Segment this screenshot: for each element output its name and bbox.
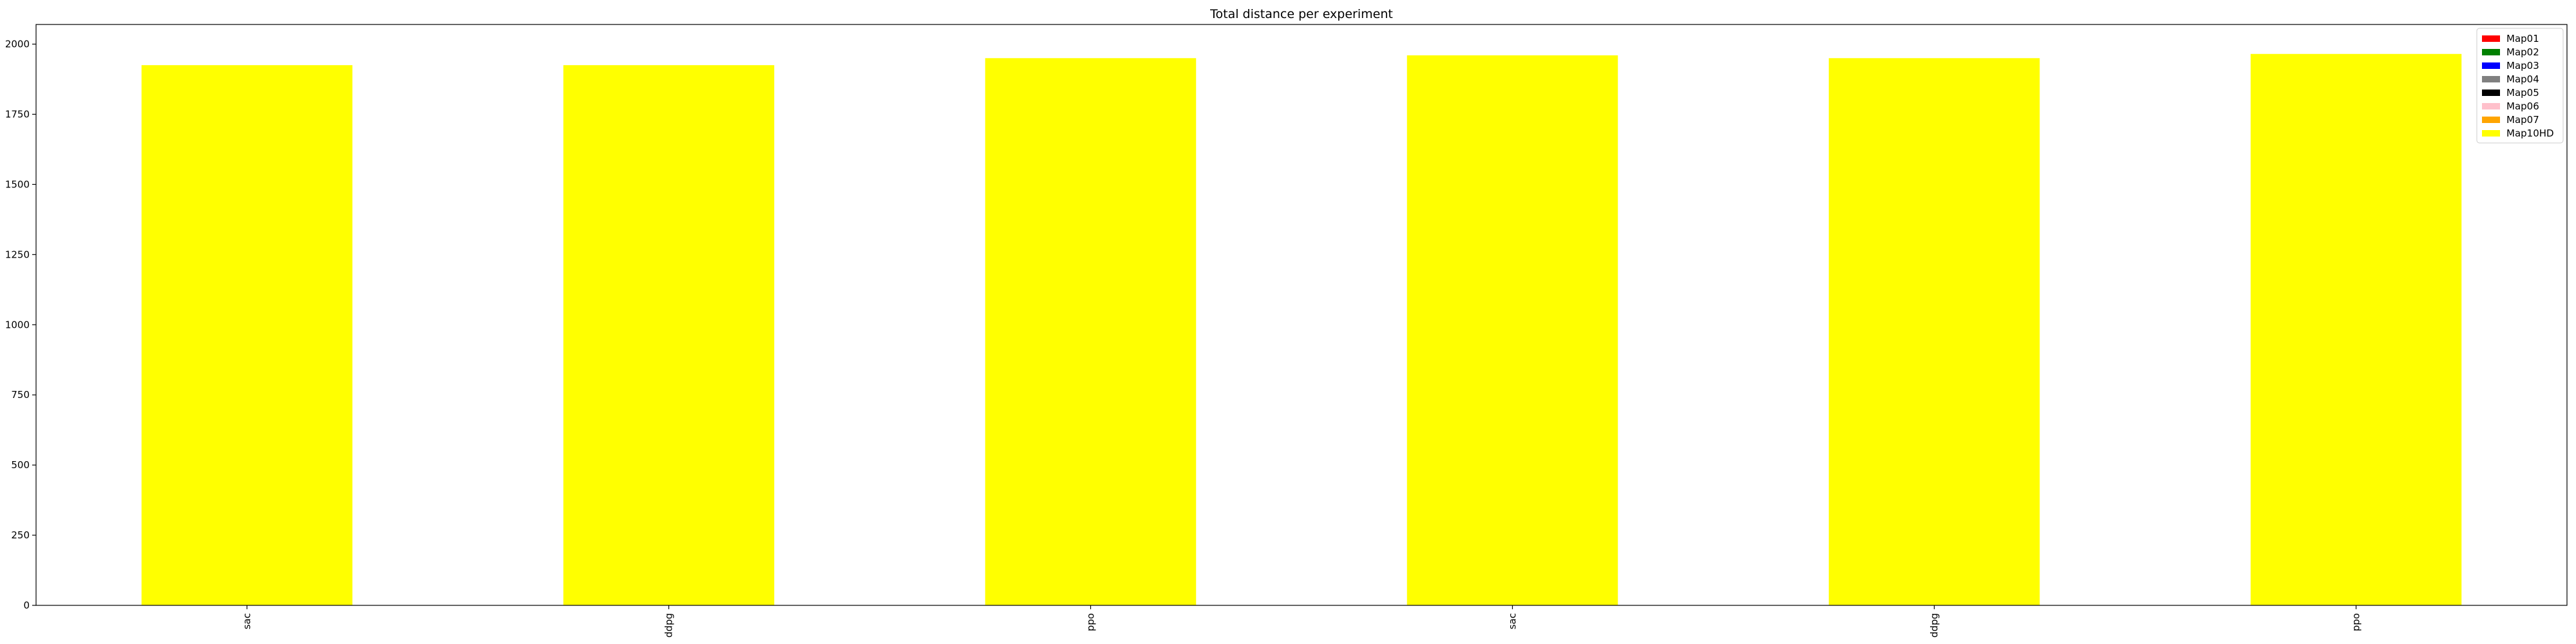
x-axis: sac ddpg ppo sac ddpg ppo: [242, 605, 2362, 638]
chart-title: Total distance per experiment: [1209, 7, 1393, 21]
y-tick-label: 1750: [5, 108, 30, 120]
bar-map10hd-5: [2250, 53, 2462, 606]
y-tick-label: 0: [23, 600, 30, 611]
legend-swatch-map03: [2482, 62, 2500, 69]
legend-swatch-map10hd: [2482, 130, 2500, 137]
x-tick-label: ppo: [2351, 613, 2362, 631]
bar-map10hd-1: [563, 65, 775, 605]
legend-label-map02: Map02: [2506, 46, 2539, 58]
legend-swatch-map06: [2482, 103, 2500, 109]
y-tick-label: 1250: [5, 249, 30, 260]
x-tick-label: sac: [242, 613, 253, 629]
legend-swatch-map07: [2482, 117, 2500, 123]
y-tick-label: 2000: [5, 39, 30, 50]
y-tick-label: 750: [11, 389, 30, 401]
bar-map10hd-0: [141, 65, 353, 605]
legend-label-map01: Map01: [2506, 33, 2539, 44]
bar-map10hd-2: [985, 58, 1197, 605]
legend-label-map04: Map04: [2506, 73, 2539, 85]
y-tick-label: 1000: [5, 319, 30, 330]
y-tick-label: 500: [11, 459, 30, 471]
legend-label-map06: Map06: [2506, 100, 2539, 112]
bars-layer: [141, 53, 2462, 606]
legend-box: [2476, 28, 2564, 144]
x-tick-label: ddpg: [663, 613, 675, 638]
x-tick-label: ddpg: [1929, 613, 1940, 638]
legend-swatch-map02: [2482, 49, 2500, 55]
bar-map10hd-3: [1406, 55, 1618, 605]
y-tick-label: 1500: [5, 178, 30, 190]
legend-swatch-map05: [2482, 90, 2500, 96]
legend-swatch-map01: [2482, 35, 2500, 42]
legend-label-map10hd: Map10HD: [2506, 128, 2554, 139]
x-tick-label: sac: [1507, 613, 1519, 629]
legend-label-map07: Map07: [2506, 114, 2539, 126]
legend-label-map05: Map05: [2506, 87, 2539, 99]
bar-map10hd-4: [1828, 58, 2040, 605]
plot-frame: [35, 24, 2568, 606]
x-tick-label: ppo: [1085, 613, 1097, 631]
legend-label-map03: Map03: [2506, 60, 2539, 71]
y-axis: 0 250 500 750 1000 1250 1500 1750 2000: [5, 39, 36, 611]
legend-swatch-map04: [2482, 76, 2500, 82]
y-tick-label: 250: [11, 529, 30, 541]
